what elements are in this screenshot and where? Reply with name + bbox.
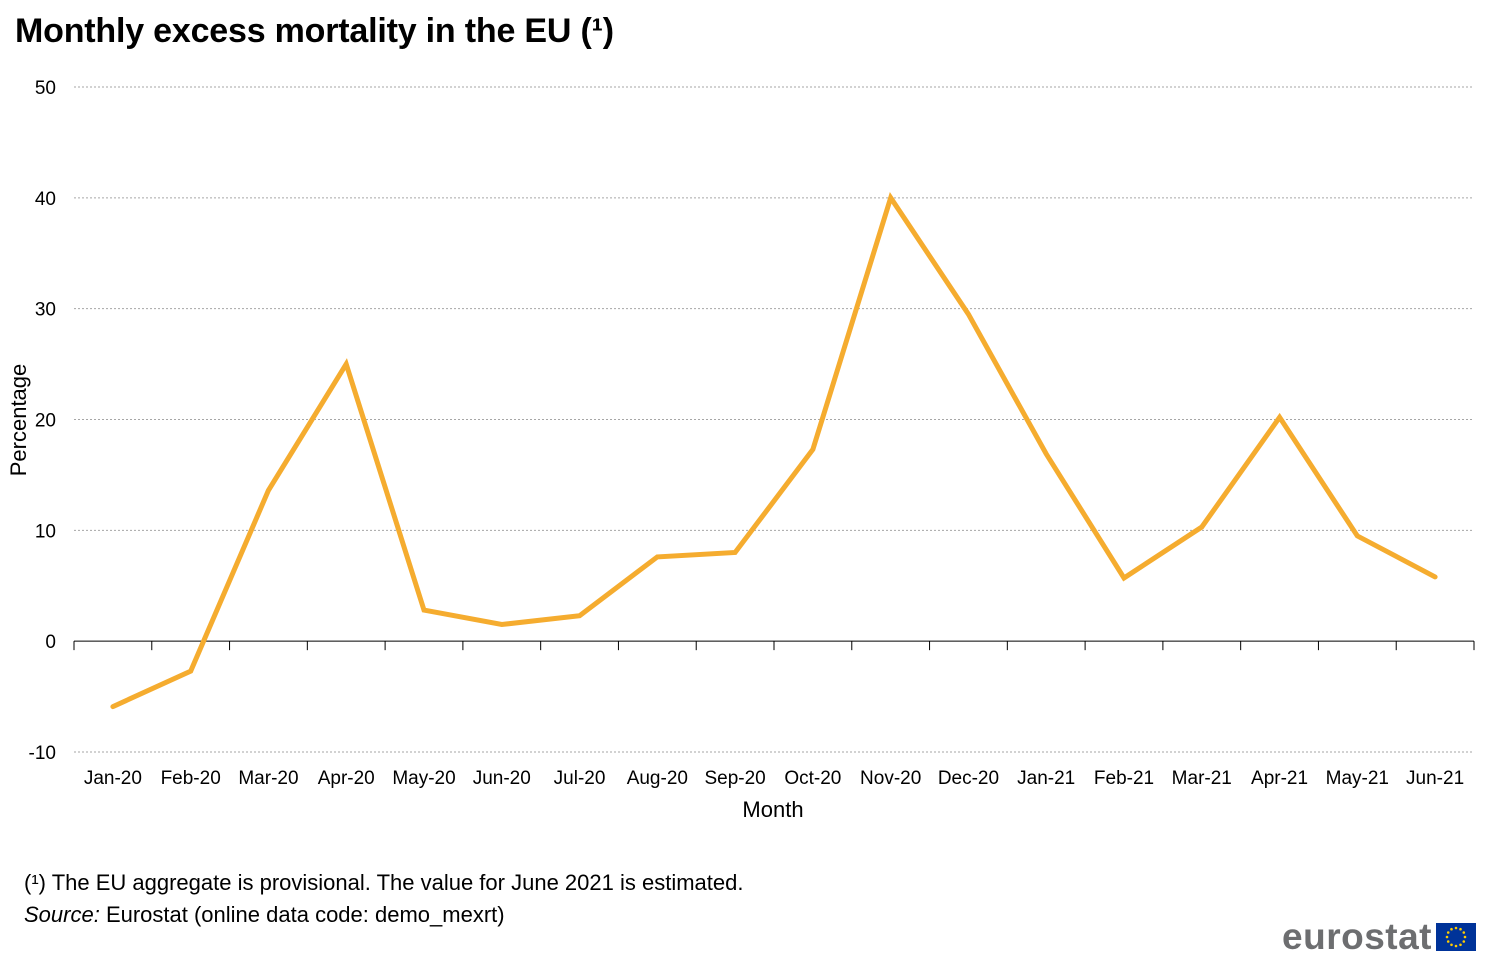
x-tick-label: Jan-20 — [84, 768, 142, 789]
x-tick-label: Jul-20 — [554, 768, 606, 789]
y-tick-label: 40 — [35, 189, 56, 210]
flag-star — [1450, 927, 1453, 931]
y-tick-label: -10 — [29, 743, 56, 764]
y-tick-label: 50 — [35, 78, 56, 99]
flag-star — [1462, 939, 1466, 943]
x-tick-label: Oct-20 — [784, 768, 841, 789]
eu-flag-icon — [1436, 922, 1476, 951]
y-tick-label: 0 — [45, 632, 56, 653]
source-label: Source: — [24, 902, 100, 927]
x-tick-label: May-20 — [392, 768, 455, 789]
eurostat-logo: eurostat — [1282, 918, 1476, 955]
x-tick-label: Dec-20 — [938, 768, 999, 789]
y-axis-title: Percentage — [6, 364, 31, 477]
chart-title: Monthly excess mortality in the EU (¹) — [15, 12, 614, 50]
x-tick-label: Jan-21 — [1017, 768, 1075, 789]
flag-star — [1446, 930, 1450, 934]
y-tick-labels: -10 0 10 20 30 40 50 — [29, 78, 56, 764]
x-tick-label: Apr-20 — [318, 768, 375, 789]
footnote-provisional: (¹) The EU aggregate is provisional. The… — [24, 870, 744, 895]
x-tick-label: Feb-21 — [1094, 768, 1154, 789]
x-tick-label: Apr-21 — [1251, 768, 1308, 789]
x-tick-label: Jun-20 — [473, 768, 531, 789]
x-tick-label: Mar-20 — [238, 768, 298, 789]
grid-lines — [74, 86, 1474, 753]
series-line — [110, 192, 1438, 710]
source-text: Eurostat (online data code: demo_mexrt) — [99, 902, 505, 927]
series-lines — [110, 192, 1438, 710]
x-tick-labels: Jan-20 Feb-20 Mar-20 Apr-20 May-20 Jun-20 Jul-… — [84, 768, 1464, 789]
footnote-source: Source: Eurostat (online data code: demo… — [24, 902, 505, 928]
logo-text: eurostat — [1282, 916, 1432, 957]
x-tick-label: May-21 — [1326, 768, 1389, 789]
flag-star — [1454, 944, 1458, 947]
flag-star — [1445, 935, 1449, 938]
x-tick-label: Jun-21 — [1406, 768, 1464, 789]
flag-star — [1454, 926, 1458, 929]
flag-star — [1450, 942, 1453, 946]
flag-star — [1462, 930, 1466, 934]
y-tick-label: 20 — [35, 411, 56, 432]
x-tick-label: Aug-20 — [627, 768, 688, 789]
x-tick-label: Sep-20 — [704, 768, 765, 789]
x-tick-label: Feb-20 — [161, 768, 221, 789]
axes — [73, 640, 1475, 651]
flag-star — [1459, 927, 1462, 931]
x-axis-title: Month — [742, 797, 803, 822]
flag-star — [1446, 939, 1450, 943]
flag-star — [1463, 935, 1467, 938]
x-tick-label: Mar-21 — [1172, 768, 1232, 789]
y-tick-label: 30 — [35, 300, 56, 321]
y-tick-label: 10 — [35, 521, 56, 542]
x-tick-label: Nov-20 — [860, 768, 921, 789]
flag-star — [1459, 942, 1462, 946]
